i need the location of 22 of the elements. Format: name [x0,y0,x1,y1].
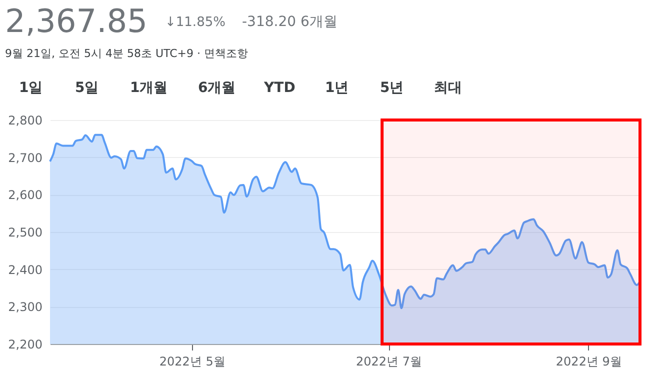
x-tick-label: 2022년 7월 [356,354,422,368]
y-tick-label: 2,500 [8,226,42,240]
y-tick-label: 2,700 [8,150,42,165]
text: YTD [263,80,296,96]
y-tick-label: 2,800 [8,114,42,128]
chart-title: 2,367.85 [5,2,148,40]
text: 5년 [380,80,404,96]
text: 5일 [75,80,99,96]
text: 9월 21일, 오전 5시 4분 58초 UTC+9 · 면책조항 [5,47,248,60]
x-tick-label: 2022년 5월 [159,354,226,368]
x-tick-label: 2022년 9월 [556,354,622,368]
text: 1개월 [130,80,168,96]
text: 6개월 [198,80,236,96]
y-tick-label: 2,600 [8,188,42,202]
y-tick-label: 2,200 [8,338,42,352]
y-tick-label: 2,400 [8,262,42,277]
text: 1년 [325,80,349,96]
text: ↓11.85% [165,15,226,30]
text: 최대 [434,80,462,96]
text: -318.20 6개월 [242,14,338,30]
y-tick-label: 2,300 [8,300,42,314]
text: 1일 [19,80,43,96]
